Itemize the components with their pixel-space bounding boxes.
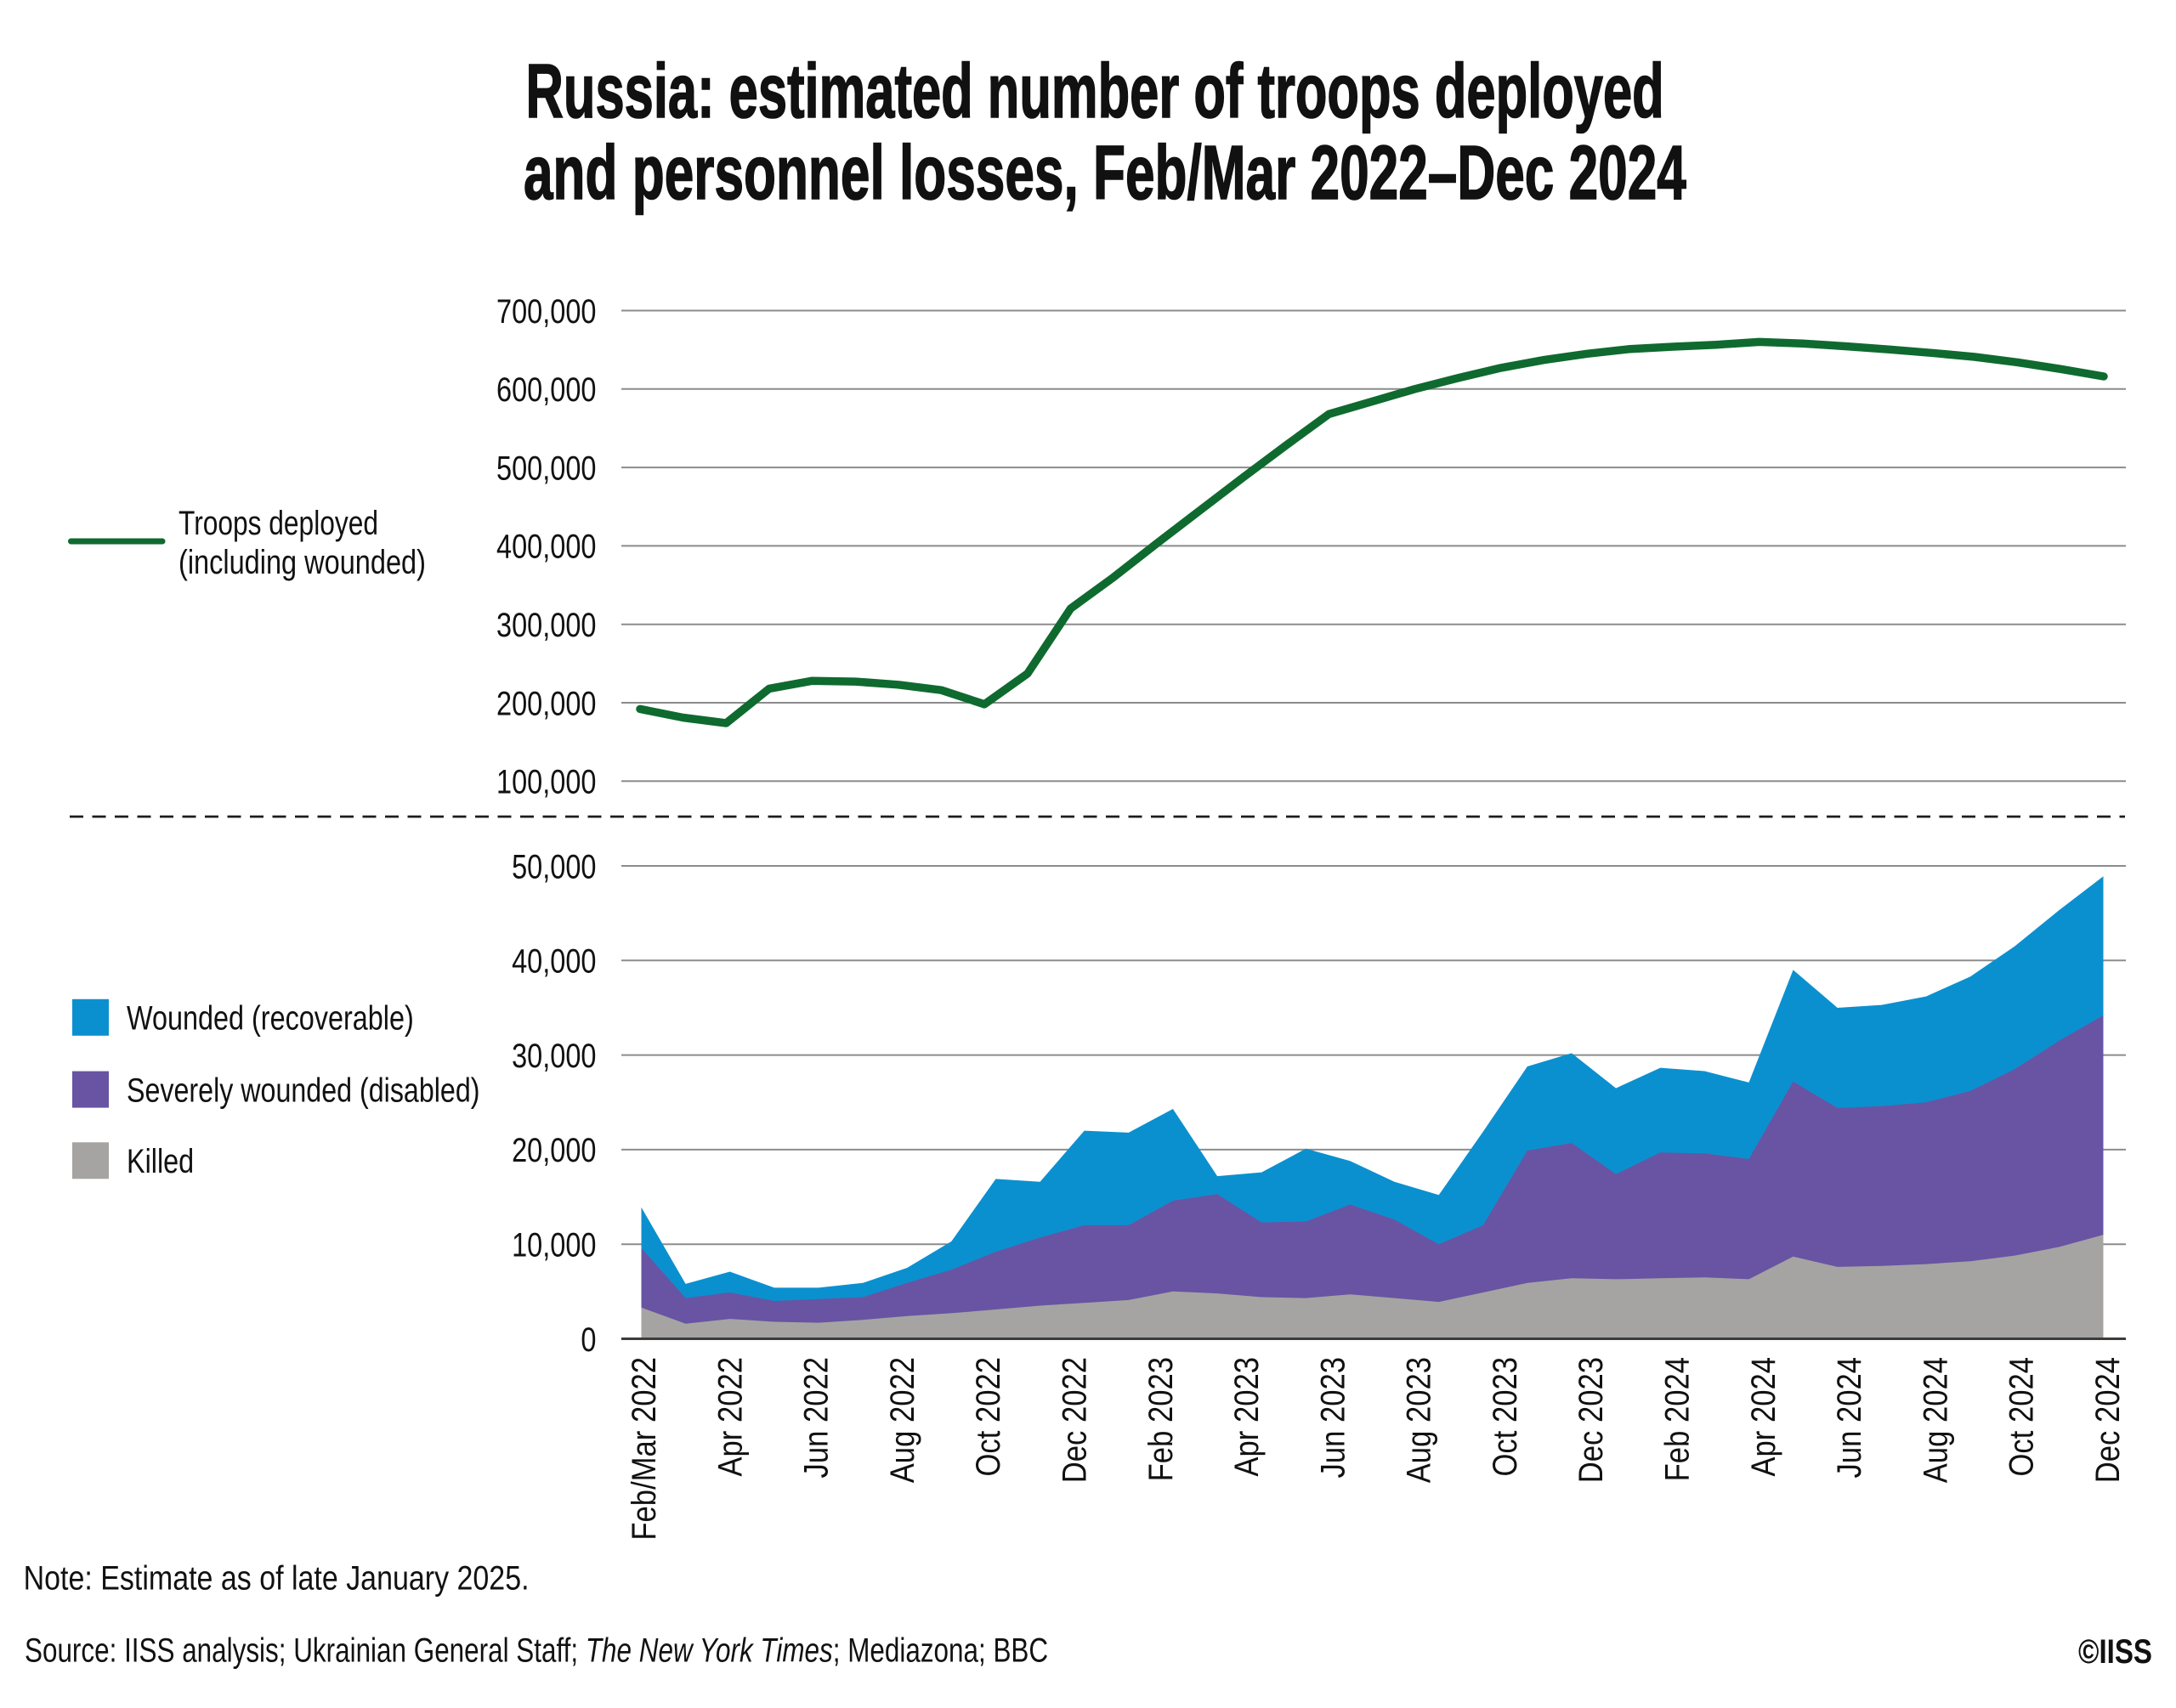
svg-text:Aug 2022: Aug 2022 bbox=[883, 1357, 921, 1483]
svg-text:Wounded (recoverable): Wounded (recoverable) bbox=[127, 998, 414, 1037]
svg-text:Jun 2023: Jun 2023 bbox=[1313, 1357, 1352, 1479]
svg-text:Severely wounded (disabled): Severely wounded (disabled) bbox=[127, 1071, 479, 1109]
svg-text:Dec 2022: Dec 2022 bbox=[1055, 1357, 1093, 1483]
svg-text:Apr 2024: Apr 2024 bbox=[1743, 1357, 1782, 1477]
svg-text:Jun 2024: Jun 2024 bbox=[1830, 1357, 1868, 1479]
svg-text:20,000: 20,000 bbox=[512, 1131, 596, 1169]
svg-text:300,000: 300,000 bbox=[496, 606, 597, 644]
svg-text:Troops deployed: Troops deployed bbox=[178, 503, 378, 541]
svg-text:Jun 2022: Jun 2022 bbox=[796, 1357, 835, 1479]
svg-text:Apr 2022: Apr 2022 bbox=[711, 1357, 749, 1477]
svg-text:200,000: 200,000 bbox=[496, 684, 597, 722]
svg-text:Source: IISS analysis; Ukraini: Source: IISS analysis; Ukrainian General… bbox=[25, 1631, 1048, 1670]
svg-text:40,000: 40,000 bbox=[512, 942, 596, 980]
svg-text:400,000: 400,000 bbox=[496, 527, 597, 565]
svg-text:10,000: 10,000 bbox=[512, 1225, 596, 1264]
svg-text:600,000: 600,000 bbox=[496, 370, 597, 409]
svg-text:Apr 2023: Apr 2023 bbox=[1227, 1357, 1266, 1477]
svg-text:Russia: estimated number of tr: Russia: estimated number of troops deplo… bbox=[526, 48, 1664, 133]
svg-text:Dec 2023: Dec 2023 bbox=[1572, 1357, 1610, 1483]
svg-text:30,000: 30,000 bbox=[512, 1037, 596, 1075]
svg-text:and personnel losses, Feb/Mar: and personnel losses, Feb/Mar 2022–Dec 2… bbox=[524, 131, 1686, 216]
svg-text:Feb 2024: Feb 2024 bbox=[1658, 1357, 1696, 1481]
svg-text:Feb/Mar 2022: Feb/Mar 2022 bbox=[625, 1357, 663, 1541]
svg-text:Killed: Killed bbox=[127, 1142, 194, 1180]
svg-text:700,000: 700,000 bbox=[496, 292, 597, 331]
svg-text:100,000: 100,000 bbox=[496, 762, 597, 800]
svg-text:Aug 2024: Aug 2024 bbox=[1916, 1357, 1954, 1483]
svg-text:Aug 2023: Aug 2023 bbox=[1399, 1357, 1437, 1483]
svg-text:(including wounded): (including wounded) bbox=[178, 543, 426, 581]
svg-text:500,000: 500,000 bbox=[496, 449, 597, 487]
svg-text:Oct 2022: Oct 2022 bbox=[969, 1357, 1007, 1477]
svg-text:50,000: 50,000 bbox=[512, 847, 596, 885]
svg-text:Oct 2024: Oct 2024 bbox=[2002, 1357, 2040, 1477]
svg-text:Feb 2023: Feb 2023 bbox=[1141, 1357, 1179, 1481]
svg-text:Dec 2024: Dec 2024 bbox=[2088, 1357, 2127, 1483]
svg-text:0: 0 bbox=[581, 1321, 596, 1359]
svg-text:Oct 2023: Oct 2023 bbox=[1486, 1357, 1524, 1477]
svg-text:©IISS: ©IISS bbox=[2078, 1632, 2152, 1671]
svg-text:Note: Estimate as of late Janu: Note: Estimate as of late January 2025. bbox=[24, 1558, 530, 1597]
